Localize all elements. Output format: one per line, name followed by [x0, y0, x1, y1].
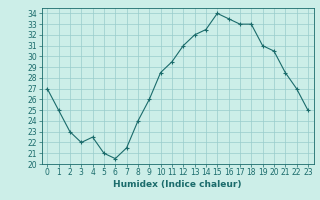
- X-axis label: Humidex (Indice chaleur): Humidex (Indice chaleur): [113, 180, 242, 189]
